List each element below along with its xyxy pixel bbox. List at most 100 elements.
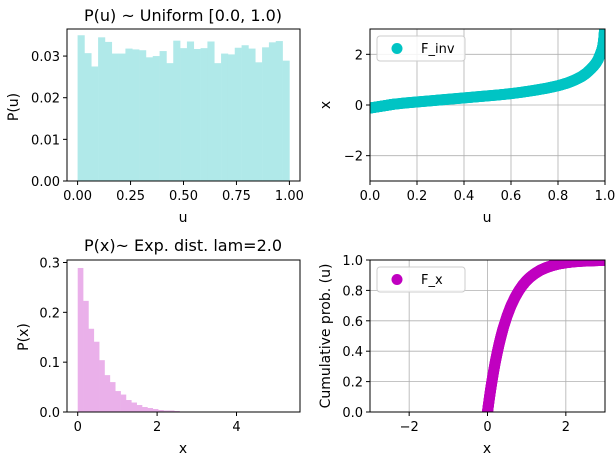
inverse-cdf-xlabel: u <box>483 210 492 226</box>
inverse-cdf-xtick-label-4: 0.8 <box>548 189 569 204</box>
uniform-hist-ylabel: P(u) <box>6 93 22 121</box>
exp-hist-ytick-label-1: 0.1 <box>39 356 60 371</box>
inverse-cdf-ytick-label-0: −2 <box>344 150 363 165</box>
exp-hist-bar-4 <box>99 360 105 412</box>
exp-hist-bar-16 <box>163 410 170 412</box>
exp-hist-bar-11 <box>136 405 143 412</box>
inverse-cdf-axes-frame <box>369 28 606 182</box>
uniform-hist-bar-1 <box>84 53 92 181</box>
exp-hist-bar-12 <box>142 407 148 412</box>
cdf-point-28 <box>599 260 605 266</box>
inverse-cdf-ytick-label-1: 0 <box>355 99 363 114</box>
uniform-hist-bar-9 <box>139 50 147 181</box>
inverse-cdf-legend: F_inv <box>376 35 466 62</box>
uniform-hist-bar-28 <box>268 42 277 182</box>
cdf-ticks: −2 0 2 0.0 0.2 0.4 0.6 0.8 1.0 <box>342 254 570 435</box>
cdf-legend-label: F_x <box>421 273 443 288</box>
cdf-ytick-label-4: 0.8 <box>342 284 363 299</box>
uniform-hist-ytick-label-3: 0.03 <box>31 50 60 65</box>
exp-hist-bar-13 <box>147 408 154 412</box>
uniform-hist-xtick-label-0: 0.00 <box>63 189 92 204</box>
inverse-cdf-ylabel: x <box>318 101 334 109</box>
uniform-hist-xtick-label-1: 0.25 <box>116 189 145 204</box>
inverse-cdf-xtick-label-2: 0.4 <box>454 189 475 204</box>
uniform-hist-bar-20 <box>214 63 222 181</box>
exp-hist-bar-10 <box>131 402 137 412</box>
inverse-cdf-legend-marker <box>391 43 403 54</box>
exp-hist-ytick-label-3: 0.3 <box>39 256 60 271</box>
exp-hist-bar-17 <box>168 410 175 412</box>
uniform-hist-bar-5 <box>111 53 119 181</box>
cdf-legend-box <box>376 266 466 293</box>
uniform-hist-bar-24 <box>241 45 249 182</box>
exp-hist-title: P(x)~ Exp. dist. lam=2.0 <box>84 236 282 255</box>
exp-hist-bar-15 <box>158 410 164 412</box>
uniform-hist-bar-26 <box>255 62 263 182</box>
exp-hist-bar-8 <box>120 394 127 412</box>
uniform-hist-bar-7 <box>125 48 133 181</box>
uniform-hist-bar-4 <box>104 41 113 181</box>
uniform-hist-bar-12 <box>159 51 167 182</box>
uniform-hist-bar-8 <box>132 49 140 181</box>
exp-hist-bar-7 <box>115 391 121 412</box>
inverse-cdf-xtick-label-1: 0.2 <box>407 189 428 204</box>
uniform-hist-xtick-label-2: 0.50 <box>169 189 198 204</box>
uniform-hist-bar-21 <box>221 53 229 181</box>
cdf-xtick-label-2: 2 <box>562 420 570 435</box>
cdf-ytick-label-3: 0.6 <box>342 315 363 330</box>
cdf-axes-frame <box>369 259 606 413</box>
cdf-xlabel: x <box>483 441 491 457</box>
uniform-hist-bar-18 <box>200 48 208 182</box>
inverse-cdf-xtick-label-5: 1.0 <box>595 189 615 204</box>
exp-hist-xlabel: x <box>179 441 187 457</box>
uniform-hist-bar-23 <box>234 47 242 181</box>
inverse-cdf-panel: 0.0 0.2 0.4 0.6 0.8 1.0 −2 0 2 F_inv u x <box>318 28 615 226</box>
exp-hist-bar-1 <box>83 300 89 412</box>
cdf-points <box>482 260 605 412</box>
uniform-hist-ytick-label-2: 0.02 <box>31 92 60 107</box>
inverse-cdf-xtick-label-0: 0.0 <box>360 189 381 204</box>
inverse-cdf-point-33 <box>599 29 605 36</box>
cdf-ytick-label-2: 0.4 <box>342 345 363 360</box>
exp-hist-xtick-label-0: 0 <box>74 420 82 435</box>
uniform-hist-bar-27 <box>262 47 270 181</box>
exp-hist-ytick-label-0: 0.0 <box>39 406 60 421</box>
uniform-hist-ticks: 0.00 0.25 0.50 0.75 1.00 0.00 0.01 0.02 0.03 <box>31 50 304 204</box>
exponential-histogram-panel: P(x)~ Exp. dist. lam=2.0 0 2 4 0.0 0.1 0.2 0.3… <box>16 236 301 457</box>
uniform-hist-xlabel: u <box>179 210 188 226</box>
uniform-hist-bar-22 <box>227 54 236 181</box>
inverse-cdf-ytick-label-2: 2 <box>355 48 363 63</box>
cdf-panel: −2 0 2 0.0 0.2 0.4 0.6 0.8 1.0 F_x x Cumulative … <box>318 254 606 457</box>
uniform-hist-bar-19 <box>207 41 215 181</box>
exp-hist-xtick-label-2: 4 <box>232 420 240 435</box>
inverse-cdf-ticks: 0.0 0.2 0.4 0.6 0.8 1.0 −2 0 2 <box>344 48 615 204</box>
cdf-ylabel: Cumulative prob. (u) <box>318 264 334 409</box>
uniform-hist-bars <box>77 35 290 182</box>
uniform-hist-ytick-label-1: 0.01 <box>31 133 60 148</box>
uniform-hist-xtick-label-4: 1.00 <box>275 189 304 204</box>
inverse-cdf-xtick-label-3: 0.6 <box>501 189 522 204</box>
uniform-hist-bar-29 <box>275 41 283 181</box>
uniform-hist-bar-16 <box>186 41 195 181</box>
exp-hist-bar-2 <box>88 328 95 412</box>
exp-hist-bar-14 <box>152 409 159 412</box>
inverse-cdf-legend-box <box>376 35 466 62</box>
uniform-hist-bar-10 <box>145 57 154 181</box>
uniform-hist-ytick-label-0: 0.00 <box>31 175 60 190</box>
cdf-legend: F_x <box>376 266 466 293</box>
exp-hist-ytick-label-2: 0.2 <box>39 306 60 321</box>
uniform-hist-bar-13 <box>166 63 174 181</box>
uniform-hist-axes-frame <box>66 28 301 182</box>
uniform-histogram-panel: P(u) ~ Uniform [0.0, 1.0) 0.00 0.25 0.50 0.… <box>6 6 304 226</box>
uniform-hist-bar-11 <box>152 56 160 181</box>
uniform-hist-bar-17 <box>193 48 201 181</box>
uniform-hist-bar-25 <box>248 48 256 181</box>
uniform-hist-bar-30 <box>282 60 290 181</box>
exp-hist-axes-frame <box>66 259 301 413</box>
uniform-hist-xtick-label-3: 0.75 <box>222 189 251 204</box>
cdf-xtick-label-1: 0 <box>483 420 491 435</box>
exp-hist-bar-5 <box>104 375 111 412</box>
cdf-ytick-label-5: 1.0 <box>342 254 363 269</box>
exp-hist-ylabel: P(x) <box>16 323 32 351</box>
